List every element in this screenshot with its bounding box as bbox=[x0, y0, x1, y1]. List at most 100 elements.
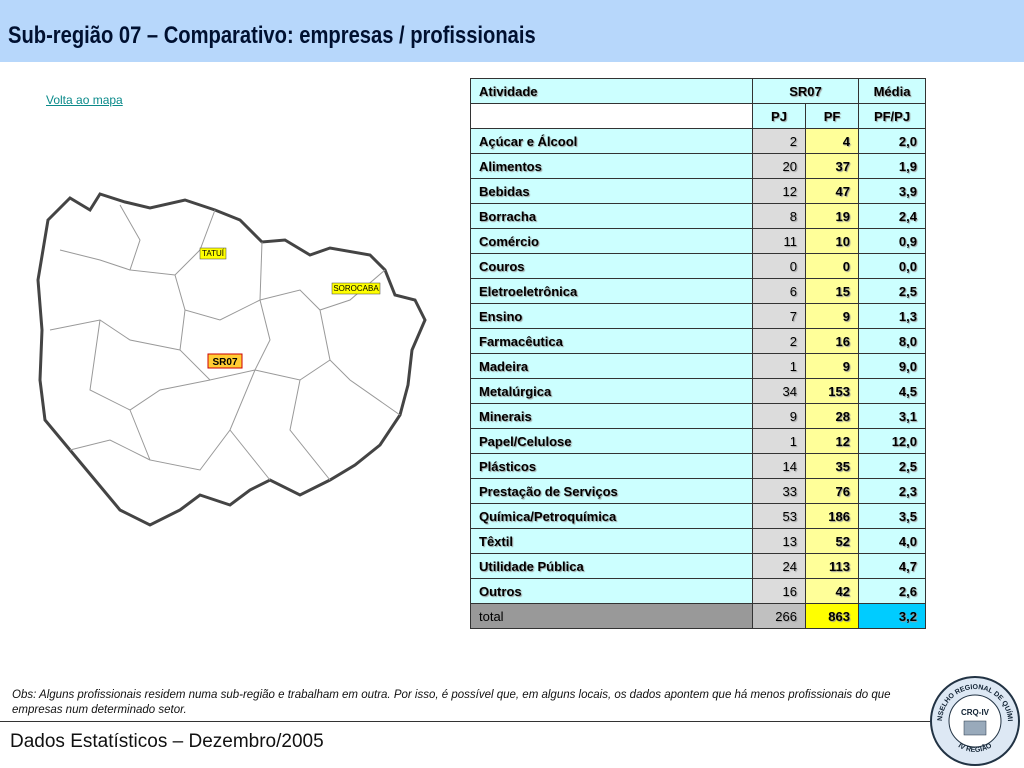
table-cell: 24 bbox=[752, 553, 806, 579]
data-row: Couros 0 0 0,0 bbox=[470, 253, 926, 279]
subheader-row: PJ PF PF/PJ bbox=[470, 103, 926, 129]
table-cell: 113 bbox=[805, 553, 859, 579]
table-cell: 37 bbox=[805, 153, 859, 179]
footer: Dados Estatísticos – Dezembro/2005 bbox=[10, 731, 324, 752]
table-cell: Comércio bbox=[470, 228, 753, 254]
table-cell: Açúcar e Álcool bbox=[470, 128, 753, 154]
table-cell: 2,4 bbox=[858, 203, 926, 229]
table-cell: 2,6 bbox=[858, 578, 926, 604]
map-label: TATUÍ bbox=[202, 249, 225, 258]
table-cell: 266 bbox=[752, 603, 806, 629]
map-link[interactable]: Volta ao mapa bbox=[46, 93, 123, 107]
data-row: Minerais 9 28 3,1 bbox=[470, 403, 926, 429]
data-row: Têxtil 13 52 4,0 bbox=[470, 528, 926, 554]
divider bbox=[0, 721, 930, 722]
table-cell: 10 bbox=[805, 228, 859, 254]
logo-text: IV REGIÃO bbox=[957, 742, 994, 754]
table-cell: 2,5 bbox=[858, 453, 926, 479]
table-cell: 1,9 bbox=[858, 153, 926, 179]
table-cell: 14 bbox=[752, 453, 806, 479]
table-cell: Prestação de Serviços bbox=[470, 478, 753, 504]
table-cell: 2,5 bbox=[858, 278, 926, 304]
header-cell: PF bbox=[805, 103, 859, 129]
data-row: Madeira 1 9 9,0 bbox=[470, 353, 926, 379]
table-cell: 1 bbox=[752, 353, 806, 379]
table-cell: 12 bbox=[752, 178, 806, 204]
logo: CONSELHO REGIONAL DE QUÍMICA IV REGIÃO C… bbox=[928, 675, 1020, 766]
logo-text: CRQ-IV bbox=[961, 708, 990, 717]
table-cell: 2,3 bbox=[858, 478, 926, 504]
total-row: total 266 863 3,2 bbox=[470, 603, 926, 629]
table-cell: 8,0 bbox=[858, 328, 926, 354]
table-cell: Utilidade Pública bbox=[470, 553, 753, 579]
data-row: Farmacêutica 2 16 8,0 bbox=[470, 328, 926, 354]
header-row: Atividade SR07 Média bbox=[470, 78, 926, 104]
table-cell: 153 bbox=[805, 378, 859, 404]
table-cell: 8 bbox=[752, 203, 806, 229]
table-cell: 186 bbox=[805, 503, 859, 529]
table-cell: Papel/Celulose bbox=[470, 428, 753, 454]
data-row: Plásticos 14 35 2,5 bbox=[470, 453, 926, 479]
table-cell: 34 bbox=[752, 378, 806, 404]
map-label: SR07 bbox=[212, 357, 237, 368]
data-row: Prestação de Serviços 33 76 2,3 bbox=[470, 478, 926, 504]
data-row: Papel/Celulose 1 12 12,0 bbox=[470, 428, 926, 454]
map: TATUÍ SOROCABA SR07 bbox=[36, 192, 427, 527]
table-cell: 3,5 bbox=[858, 503, 926, 529]
table-cell: 1,3 bbox=[858, 303, 926, 329]
table-cell: Ensino bbox=[470, 303, 753, 329]
table-cell: Metalúrgica bbox=[470, 378, 753, 404]
table-cell: 4,5 bbox=[858, 378, 926, 404]
table-cell: 53 bbox=[752, 503, 806, 529]
data-row: Eletroeletrônica 6 15 2,5 bbox=[470, 278, 926, 304]
table-cell: Têxtil bbox=[470, 528, 753, 554]
table-cell: 4,0 bbox=[858, 528, 926, 554]
data-row: Ensino 7 9 1,3 bbox=[470, 303, 926, 329]
table-cell: 1 bbox=[752, 428, 806, 454]
table-cell: 12 bbox=[805, 428, 859, 454]
table-cell: Plásticos bbox=[470, 453, 753, 479]
table-cell: 11 bbox=[752, 228, 806, 254]
table-cell: 12,0 bbox=[858, 428, 926, 454]
data-row: Bebidas 12 47 3,9 bbox=[470, 178, 926, 204]
table-cell: 0,9 bbox=[858, 228, 926, 254]
table-cell: 2 bbox=[752, 128, 806, 154]
table-cell: 19 bbox=[805, 203, 859, 229]
note: Obs: Alguns profissionais residem numa s… bbox=[12, 689, 891, 716]
table-cell: 35 bbox=[805, 453, 859, 479]
data-row: Metalúrgica 34 153 4,5 bbox=[470, 378, 926, 404]
table-cell: 16 bbox=[805, 328, 859, 354]
data-row: Açúcar e Álcool 2 4 2,0 bbox=[470, 128, 926, 154]
table-cell: Química/Petroquímica bbox=[470, 503, 753, 529]
table-cell: 3,1 bbox=[858, 403, 926, 429]
data-row: Comércio 11 10 0,9 bbox=[470, 228, 926, 254]
table-cell: 0 bbox=[752, 253, 806, 279]
table-cell: 2,0 bbox=[858, 128, 926, 154]
title: Sub-região 07 – Comparativo: empresas / … bbox=[8, 22, 536, 49]
data-row: Outros 16 42 2,6 bbox=[470, 578, 926, 604]
data-row: Alimentos 20 37 1,9 bbox=[470, 153, 926, 179]
table-cell: Farmacêutica bbox=[470, 328, 753, 354]
table-cell: Outros bbox=[470, 578, 753, 604]
table-cell: 42 bbox=[805, 578, 859, 604]
header-cell: SR07 bbox=[752, 78, 859, 104]
table-cell: 9 bbox=[805, 353, 859, 379]
table-cell: Eletroeletrônica bbox=[470, 278, 753, 304]
table-cell: 13 bbox=[752, 528, 806, 554]
map-label: SOROCABA bbox=[333, 284, 379, 293]
table-cell: 0 bbox=[805, 253, 859, 279]
logo-text: IV REGIÃO bbox=[957, 742, 994, 754]
table-cell: Madeira bbox=[470, 353, 753, 379]
table-cell: 7 bbox=[752, 303, 806, 329]
table-cell: 9 bbox=[752, 403, 806, 429]
table-cell: Bebidas bbox=[470, 178, 753, 204]
data-row: Borracha 8 19 2,4 bbox=[470, 203, 926, 229]
table-cell: 0,0 bbox=[858, 253, 926, 279]
header-bar bbox=[0, 0, 1024, 62]
table-cell: 863 bbox=[805, 603, 859, 629]
table-cell: 4 bbox=[805, 128, 859, 154]
table-cell: 9,0 bbox=[858, 353, 926, 379]
table-cell: 28 bbox=[805, 403, 859, 429]
table-cell: 3,2 bbox=[858, 603, 926, 629]
